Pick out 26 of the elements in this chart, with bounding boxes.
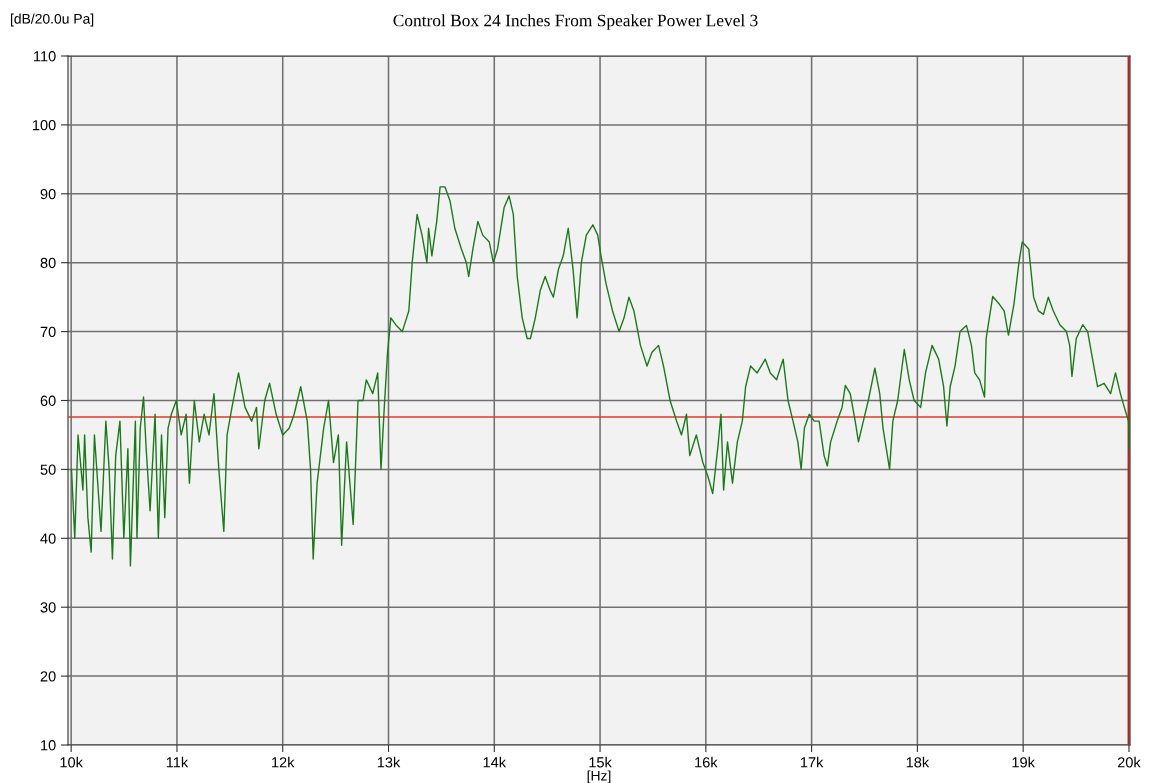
- y-tick-label: 50: [40, 464, 56, 475]
- chart-title: Control Box 24 Inches From Speaker Power Level 3: [393, 14, 758, 30]
- x-tick-label: 15k: [589, 756, 612, 768]
- x-tick-label: 19k: [1012, 756, 1035, 768]
- x-tick-label: 13k: [377, 756, 401, 768]
- y-tick-label: 30: [40, 602, 56, 613]
- x-tick-label: 18k: [906, 756, 930, 768]
- y-tick-label: 20: [40, 671, 56, 682]
- y-tick-label: 40: [40, 533, 56, 544]
- line-series: [70, 186, 1130, 567]
- x-tick-label: 11k: [166, 756, 189, 768]
- y-tick-label: 60: [40, 395, 56, 406]
- y-tick-label: 10: [41, 740, 56, 751]
- x-tick-label: 10k: [60, 756, 83, 768]
- x-tick-label: 12k: [272, 756, 295, 768]
- y-tick-label: 70: [40, 326, 56, 338]
- x-axis-title: [Hz]: [587, 770, 611, 783]
- y-tick-label: 80: [40, 257, 56, 269]
- y-tick-label: 100: [32, 120, 56, 131]
- x-tick-label: 20k: [1117, 756, 1141, 768]
- y-axis-title: [dB/20.0u Pa]: [10, 13, 94, 27]
- y-tick-label: 110: [34, 51, 56, 62]
- x-tick-label: 16k: [695, 756, 718, 768]
- x-tick-label: 17k: [800, 756, 824, 768]
- y-tick-label: 90: [40, 188, 56, 200]
- x-tick-label: 14k: [483, 756, 507, 768]
